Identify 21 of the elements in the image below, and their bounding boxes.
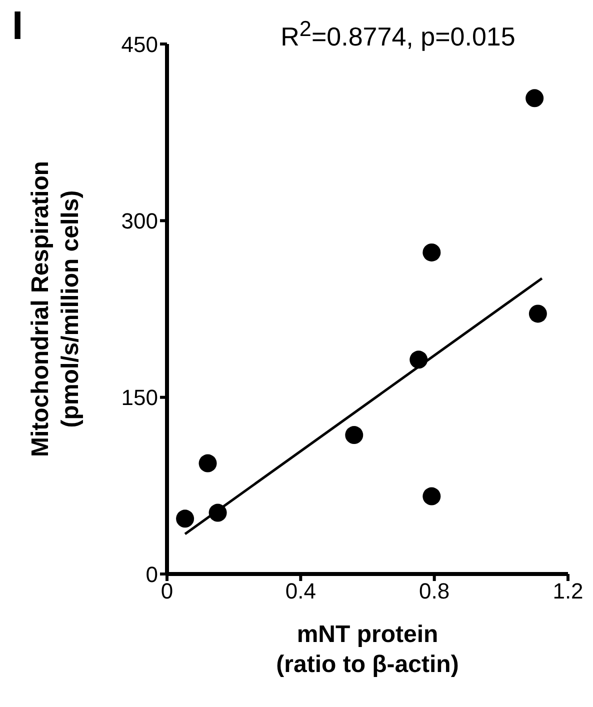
x-tick-label: 1.2: [552, 578, 584, 604]
point: [410, 350, 428, 369]
point: [208, 504, 227, 522]
x-axis-title: mNT protein (ratio to β-actin): [276, 621, 459, 678]
point: [422, 243, 441, 262]
text: I: [12, 4, 24, 49]
point: [345, 426, 364, 444]
point: [176, 510, 194, 528]
y-tick-label: 450: [121, 32, 158, 57]
point: [422, 487, 441, 506]
x-tick-label: 0.4: [285, 578, 316, 604]
x-tick-label: 0.8: [419, 578, 450, 604]
x-tick-label: 0: [160, 578, 174, 604]
y-tick-label: 0: [146, 562, 158, 587]
y-tick-label: 300: [121, 208, 158, 234]
chart-title: R$^{2}$=0.8774, p=0.015: [280, 16, 516, 53]
y-tick-label: 150: [121, 385, 158, 410]
y-axis-title: Mitochondrial Respiration (pmol/s/million cells): [27, 160, 84, 458]
point: [528, 304, 547, 323]
point: [198, 454, 217, 472]
point: [526, 89, 544, 108]
